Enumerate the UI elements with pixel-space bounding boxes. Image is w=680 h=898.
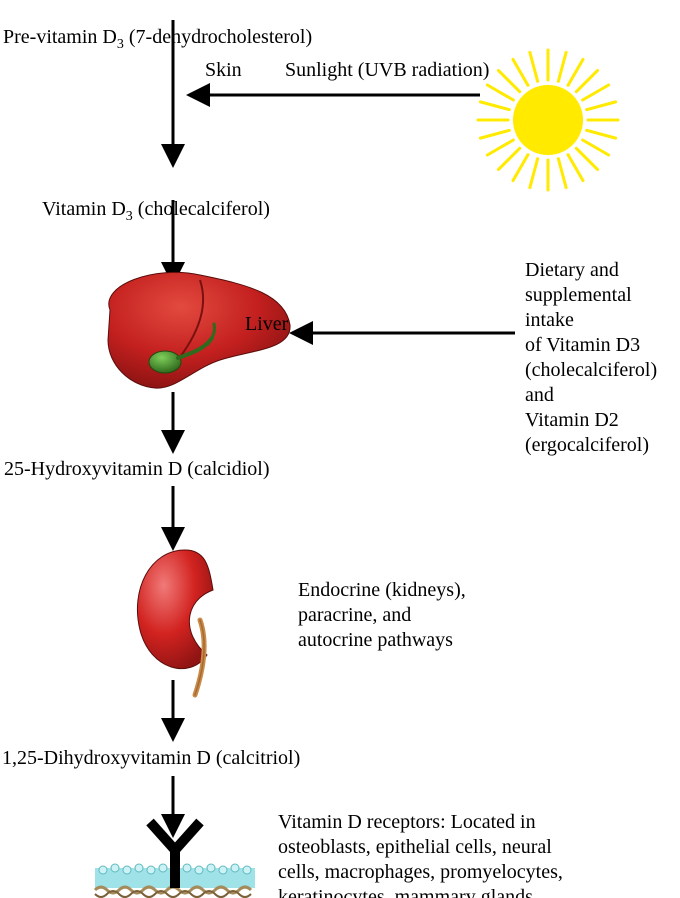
sun-icon (478, 50, 618, 190)
label-endocrine: Endocrine (kidneys), paracrine, and auto… (298, 578, 518, 653)
receptor-icon (95, 822, 255, 897)
label-sunlight: Sunlight (UVB radiation) (285, 58, 489, 83)
label-pre-vitamin: Pre-vitamin D3 (7-dehydrocholesterol) (3, 0, 312, 54)
label-dietary: Dietary and supplemental intake of Vitam… (525, 258, 680, 458)
kidney-icon (137, 550, 213, 695)
label-vitamin-d3: Vitamin D3 (cholecalciferol) (42, 172, 270, 226)
label-calcidiol: 25-Hydroxyvitamin D (calcidiol) (4, 457, 270, 482)
label-receptors: Vitamin D receptors: Located in osteobla… (278, 810, 668, 898)
arrows (173, 20, 515, 832)
label-skin: Skin (205, 58, 242, 83)
label-calcitriol: 1,25-Dihydroxyvitamin D (calcitriol) (2, 746, 300, 771)
label-liver: Liver (245, 312, 288, 337)
diagram-canvas: Pre-vitamin D3 (7-dehydrocholesterol) Sk… (0, 0, 680, 898)
